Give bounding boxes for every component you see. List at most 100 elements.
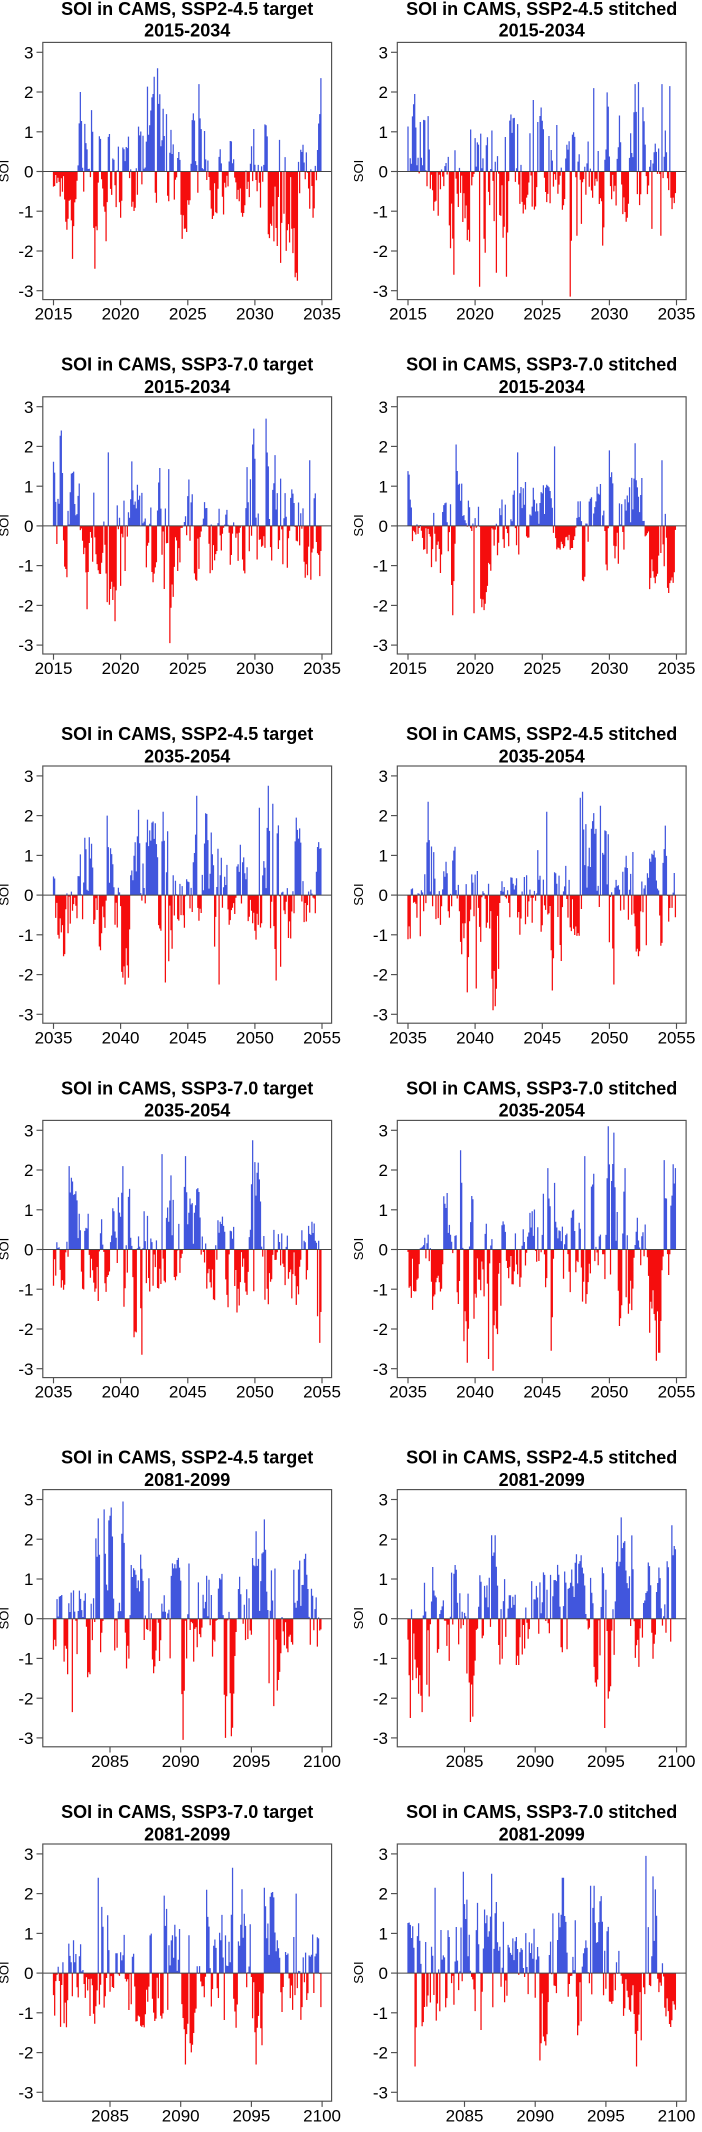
svg-text:-1: -1: [373, 202, 388, 221]
svg-text:1: 1: [379, 123, 388, 142]
svg-text:2035: 2035: [389, 1028, 427, 1047]
svg-text:2015-2034: 2015-2034: [144, 21, 230, 41]
svg-text:-3: -3: [373, 2083, 388, 2102]
svg-text:SOI in CAMS, SSP2-4.5 stitched: SOI in CAMS, SSP2-4.5 stitched: [406, 1448, 677, 1468]
svg-text:2100: 2100: [303, 2106, 341, 2125]
svg-text:2095: 2095: [232, 2106, 270, 2125]
svg-text:2081-2099: 2081-2099: [144, 1824, 230, 1844]
svg-text:1: 1: [24, 123, 33, 142]
svg-text:2035-2054: 2035-2054: [144, 746, 230, 766]
svg-text:2035: 2035: [658, 659, 696, 678]
svg-text:-2: -2: [373, 966, 388, 985]
svg-text:0: 0: [379, 517, 388, 536]
svg-text:-2: -2: [373, 242, 388, 261]
svg-text:3: 3: [24, 1121, 33, 1140]
svg-text:2085: 2085: [91, 2106, 129, 2125]
svg-text:-3: -3: [373, 1360, 388, 1379]
svg-text:2035: 2035: [303, 659, 341, 678]
svg-text:2: 2: [379, 1161, 388, 1180]
svg-text:-3: -3: [18, 636, 33, 655]
svg-text:2050: 2050: [236, 1383, 274, 1402]
svg-text:2035: 2035: [658, 305, 696, 324]
svg-text:1: 1: [24, 1201, 33, 1220]
svg-text:2055: 2055: [303, 1383, 341, 1402]
svg-text:SOI in CAMS, SSP3-7.0 target: SOI in CAMS, SSP3-7.0 target: [61, 1802, 313, 1822]
svg-text:3: 3: [379, 43, 388, 62]
svg-text:-2: -2: [373, 597, 388, 616]
svg-text:SOI: SOI: [351, 1961, 366, 1983]
svg-text:2: 2: [24, 1161, 33, 1180]
svg-text:2: 2: [24, 1530, 33, 1549]
svg-text:2035-2054: 2035-2054: [499, 746, 585, 766]
svg-text:1: 1: [379, 1570, 388, 1589]
svg-text:SOI in CAMS, SSP2-4.5 target: SOI in CAMS, SSP2-4.5 target: [61, 0, 313, 19]
svg-text:2090: 2090: [516, 1752, 554, 1771]
svg-text:-2: -2: [18, 597, 33, 616]
svg-text:SOI: SOI: [0, 1238, 11, 1260]
svg-text:2040: 2040: [102, 1383, 140, 1402]
svg-text:0: 0: [379, 886, 388, 905]
svg-text:2025: 2025: [523, 659, 561, 678]
svg-text:SOI: SOI: [0, 160, 11, 182]
svg-text:-2: -2: [18, 2044, 33, 2063]
svg-text:2025: 2025: [169, 659, 207, 678]
svg-text:2095: 2095: [587, 2106, 625, 2125]
svg-text:2040: 2040: [456, 1028, 494, 1047]
svg-text:-1: -1: [18, 926, 33, 945]
svg-text:2100: 2100: [658, 2106, 696, 2125]
svg-text:-1: -1: [18, 2004, 33, 2023]
svg-text:2035-2054: 2035-2054: [499, 1101, 585, 1121]
svg-text:1: 1: [379, 1201, 388, 1220]
svg-text:2020: 2020: [456, 659, 494, 678]
svg-text:2030: 2030: [590, 305, 628, 324]
svg-text:-1: -1: [18, 1280, 33, 1299]
svg-text:2040: 2040: [102, 1028, 140, 1047]
svg-text:2015: 2015: [389, 305, 427, 324]
svg-text:-1: -1: [373, 557, 388, 576]
svg-text:2095: 2095: [232, 1752, 270, 1771]
svg-text:2081-2099: 2081-2099: [499, 1824, 585, 1844]
svg-text:SOI in CAMS, SSP3-7.0 stitched: SOI in CAMS, SSP3-7.0 stitched: [406, 1078, 677, 1098]
svg-text:0: 0: [24, 163, 33, 182]
svg-text:-3: -3: [373, 1005, 388, 1024]
svg-text:SOI in CAMS, SSP3-7.0 target: SOI in CAMS, SSP3-7.0 target: [61, 355, 313, 375]
svg-text:-2: -2: [373, 2044, 388, 2063]
svg-text:2035: 2035: [35, 1383, 73, 1402]
svg-text:2030: 2030: [590, 659, 628, 678]
svg-text:SOI: SOI: [0, 514, 11, 536]
svg-text:2095: 2095: [587, 1752, 625, 1771]
svg-text:-3: -3: [18, 282, 33, 301]
svg-text:2045: 2045: [523, 1028, 561, 1047]
svg-text:0: 0: [24, 1964, 33, 1983]
svg-text:SOI in CAMS, SSP3-7.0 stitched: SOI in CAMS, SSP3-7.0 stitched: [406, 355, 677, 375]
svg-text:0: 0: [24, 1241, 33, 1260]
svg-text:-3: -3: [18, 2083, 33, 2102]
svg-text:2081-2099: 2081-2099: [144, 1470, 230, 1490]
svg-text:2055: 2055: [303, 1028, 341, 1047]
svg-text:2045: 2045: [169, 1383, 207, 1402]
svg-text:-2: -2: [373, 1320, 388, 1339]
svg-text:-1: -1: [373, 1280, 388, 1299]
svg-text:SOI in CAMS, SSP2-4.5 target: SOI in CAMS, SSP2-4.5 target: [61, 1448, 313, 1468]
svg-text:-1: -1: [373, 2004, 388, 2023]
svg-text:1: 1: [24, 847, 33, 866]
svg-text:1: 1: [379, 1925, 388, 1944]
svg-text:2040: 2040: [456, 1383, 494, 1402]
svg-text:2: 2: [379, 438, 388, 457]
svg-text:SOI: SOI: [0, 883, 11, 905]
svg-text:-1: -1: [18, 557, 33, 576]
svg-text:SOI: SOI: [351, 1607, 366, 1629]
svg-text:1: 1: [24, 1925, 33, 1944]
svg-text:3: 3: [379, 1491, 388, 1510]
svg-text:2055: 2055: [658, 1383, 696, 1402]
svg-text:2035: 2035: [389, 1383, 427, 1402]
svg-text:SOI: SOI: [0, 1961, 11, 1983]
svg-text:2015-2034: 2015-2034: [144, 377, 230, 397]
svg-text:2: 2: [379, 83, 388, 102]
svg-text:SOI in CAMS, SSP3-7.0 target: SOI in CAMS, SSP3-7.0 target: [61, 1078, 313, 1098]
svg-text:2025: 2025: [523, 305, 561, 324]
svg-text:2030: 2030: [236, 659, 274, 678]
svg-text:3: 3: [24, 43, 33, 62]
svg-text:2025: 2025: [169, 305, 207, 324]
svg-text:-1: -1: [373, 926, 388, 945]
